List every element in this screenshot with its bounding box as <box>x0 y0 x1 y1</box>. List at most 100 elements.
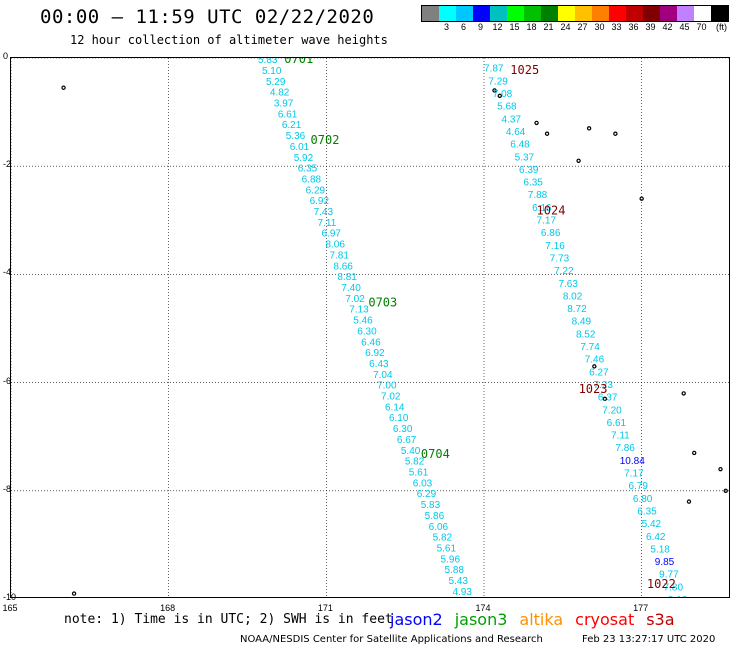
legend-label: 30 <box>594 22 605 32</box>
legend-label: 9 <box>477 22 484 32</box>
wave-height-value: 5.68 <box>497 102 517 113</box>
latitude-tick-label: -2 <box>3 159 12 170</box>
latitude-tick-label: 0 <box>3 51 9 61</box>
wave-height-value: 5.82 <box>433 533 453 544</box>
legend-swatch <box>626 6 643 21</box>
island-coastline <box>718 466 723 472</box>
wave-height-value: 7.00 <box>377 381 397 392</box>
wave-height-value: 8.66 <box>333 261 353 272</box>
page-title: 00:00 — 11:59 UTC 02/22/2020 <box>40 6 375 28</box>
wave-height-value: 5.61 <box>437 543 457 554</box>
satellite-name: jason3 <box>454 610 508 629</box>
wave-height-value: 6.35 <box>523 178 543 189</box>
legend-swatch <box>609 6 626 21</box>
wave-height-value: 5.61 <box>409 468 429 479</box>
wave-height-value: 7.11 <box>318 218 337 229</box>
wave-height-value: 7.29 <box>488 76 508 87</box>
wave-height-value: 7.08 <box>493 89 513 100</box>
satellite-name: altika <box>519 610 564 629</box>
latitude-tick-label: -4 <box>3 267 12 278</box>
wave-height-value: 6.48 <box>510 140 530 151</box>
latitude-tick-label: -6 <box>3 375 12 386</box>
legend-label: 42 <box>662 22 673 32</box>
wave-height-value: 3.97 <box>274 98 294 109</box>
wave-height-value: 6.79 <box>629 481 649 492</box>
legend-swatch <box>575 6 592 21</box>
island-coastline <box>692 450 697 456</box>
wave-height-value: 6.88 <box>302 174 322 185</box>
wave-height-value: 8.81 <box>337 272 357 283</box>
wave-height-value: 6.46 <box>361 337 381 348</box>
wave-height-value: 7.02 <box>381 392 401 403</box>
legend-swatch <box>711 6 728 21</box>
wave-height-value: 7.23 <box>593 380 613 391</box>
legend-label: 45 <box>679 22 690 32</box>
wave-height-value: 5.82 <box>405 457 425 468</box>
legend-swatch <box>660 6 677 21</box>
legend-label: 21 <box>543 22 554 32</box>
wave-height-value: 7.22 <box>554 266 574 277</box>
pass-number-label: 1022 <box>647 577 676 591</box>
latitude-tick-label: -10 <box>3 592 17 602</box>
legend-swatch <box>558 6 575 21</box>
legend-label: 6 <box>460 22 467 32</box>
map-canvas: 5.835.105.294.823.976.616.215.366.015.92… <box>11 58 729 597</box>
wave-height-value: 6.30 <box>357 326 377 337</box>
latitude-tick-label: -8 <box>3 483 12 494</box>
legend-swatch <box>694 6 711 21</box>
legend-swatch <box>541 6 558 21</box>
longitude-tick-label: 165 <box>2 603 18 613</box>
island-coastline <box>639 196 644 201</box>
island-coastline <box>723 488 728 493</box>
legend-label: 12 <box>492 22 503 32</box>
wave-height-value: 7.17 <box>624 469 644 480</box>
wave-height-value: 5.36 <box>286 131 306 142</box>
wave-height-value: 6.06 <box>429 522 449 533</box>
island-coastline <box>686 499 692 504</box>
page-subtitle: 12 hour collection of altimeter wave hei… <box>70 33 388 47</box>
wave-height-value: 6.80 <box>633 494 653 505</box>
legend-swatch <box>643 6 660 21</box>
island-coastline <box>681 391 686 396</box>
pass-number-label: 0703 <box>368 295 397 309</box>
wave-height-value: 6.92 <box>310 196 330 207</box>
pass-number-label: 1025 <box>510 63 539 77</box>
wave-height-value: 6.01 <box>290 142 310 153</box>
wave-height-value: 4.64 <box>506 127 526 138</box>
wave-height-value: 5.92 <box>294 153 314 164</box>
footer-credit: NOAA/NESDIS Center for Satellite Applica… <box>240 634 543 645</box>
wave-height-value: 6.67 <box>397 435 417 446</box>
wave-height-value: 6.29 <box>306 185 326 196</box>
island-coastline <box>586 126 592 131</box>
wave-height-value: 6.14 <box>385 402 405 413</box>
island-coastline <box>592 364 597 369</box>
legend-label: 18 <box>526 22 537 32</box>
wave-height-value: 6.03 <box>413 478 433 489</box>
wave-height-value: 7.02 <box>345 294 365 305</box>
wave-height-value: 7.88 <box>528 190 548 201</box>
wave-height-value: 6.97 <box>322 229 342 240</box>
pass-number-label: 0702 <box>311 133 340 147</box>
wave-height-value: 5.83 <box>258 58 278 66</box>
wave-height-value: 9.85 <box>655 557 675 568</box>
wave-height-value: 8.06 <box>325 240 345 251</box>
satellite-name: cryosat <box>575 610 635 629</box>
wave-height-value: 8.49 <box>572 317 592 328</box>
wave-height-value: 6.10 <box>389 413 409 424</box>
wave-height-value: 6.35 <box>637 506 657 517</box>
wave-height-value: 6.92 <box>365 348 385 359</box>
island-coastline <box>544 131 550 136</box>
wave-height-value: 7.46 <box>585 355 605 366</box>
wave-height-value: 7.11 <box>611 431 630 442</box>
wave-height-value: 8.02 <box>563 291 583 302</box>
legend-swatch <box>592 6 609 21</box>
wave-height-value: 5.40 <box>401 446 421 457</box>
legend-label: 39 <box>645 22 656 32</box>
wave-height-value: 5.18 <box>650 544 670 555</box>
wave-height-value: 7.80 <box>664 582 684 593</box>
wave-height-value: 7.73 <box>550 253 570 264</box>
wave-height-value: 6.30 <box>393 424 413 435</box>
color-scale-unit: (ft) <box>716 22 727 32</box>
legend-swatch <box>507 6 524 21</box>
